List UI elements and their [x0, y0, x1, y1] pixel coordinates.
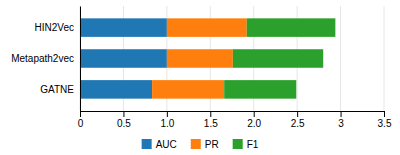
tick-label: GATNE: [40, 84, 74, 95]
grid-line: [384, 6, 385, 111]
legend-item: F1: [233, 139, 259, 150]
bar: [233, 49, 323, 68]
legend-label: AUC: [156, 139, 177, 150]
x-axis: 0 0.5 1.0 1.5 2.0 2.5 3 3.5: [78, 111, 392, 129]
x-tick: 0.5: [117, 111, 131, 129]
tick-label: 0: [78, 118, 84, 129]
bar: [224, 80, 296, 99]
x-tick: 3.5: [378, 111, 392, 129]
tick-label: HIN2Vec: [35, 22, 74, 33]
x-tick: 2.5: [291, 111, 305, 129]
tick-mark: [167, 111, 168, 117]
y-tick: Metapath2vec: [11, 53, 74, 64]
tick-mark: [297, 111, 298, 117]
plot: 0 0.5 1.0 1.5 2.0 2.5 3 3.5 HIN2Vec Metapath2vec G…: [11, 6, 392, 129]
x-tick: 1.0: [160, 111, 174, 129]
tick-mark: [210, 111, 211, 117]
tick-label: 2.0: [247, 118, 261, 129]
legend-swatch: [191, 139, 201, 149]
x-tick: 0: [78, 111, 84, 129]
tick-label: 3.5: [378, 118, 392, 129]
tick-label: 1.0: [160, 118, 174, 129]
x-tick: 2.0: [247, 111, 261, 129]
grid: [80, 6, 384, 111]
tick-mark: [80, 111, 81, 117]
axis-line: [81, 112, 385, 118]
legend-item: PR: [191, 139, 219, 150]
bars: [80, 18, 335, 98]
tick-mark: [341, 111, 342, 117]
bar: [167, 18, 247, 37]
legend-swatch: [233, 139, 243, 149]
axis-line: [80, 7, 81, 112]
y-axis: HIN2Vec Metapath2vec GATNE: [11, 7, 80, 112]
tick-label: 3: [338, 118, 344, 129]
bar: [152, 80, 224, 99]
tick-label: Metapath2vec: [11, 53, 74, 64]
bar: [247, 18, 336, 37]
x-tick: 1.5: [204, 111, 218, 129]
x-tick: 3: [338, 111, 344, 129]
bar: [80, 18, 167, 37]
bar: [167, 49, 233, 68]
bar: [80, 80, 152, 99]
grid-line: [80, 6, 81, 111]
bar: [80, 49, 167, 68]
tick-label: 1.5: [204, 118, 218, 129]
legend: AUC PR F1: [142, 139, 259, 150]
legend-label: F1: [247, 139, 259, 150]
tick-mark: [254, 111, 255, 117]
y-tick: HIN2Vec: [35, 22, 74, 33]
tick-label: 0.5: [117, 118, 131, 129]
legend-label: PR: [205, 139, 219, 150]
tick-mark: [123, 111, 124, 117]
chart: 0 0.5 1.0 1.5 2.0 2.5 3 3.5 HIN2Vec Metapath2vec G…: [0, 0, 400, 155]
tick-label: 2.5: [291, 118, 305, 129]
legend-item: AUC: [142, 139, 177, 150]
legend-swatch: [142, 139, 152, 149]
y-tick: GATNE: [40, 84, 74, 95]
tick-mark: [384, 111, 385, 117]
grid-line: [340, 6, 341, 111]
